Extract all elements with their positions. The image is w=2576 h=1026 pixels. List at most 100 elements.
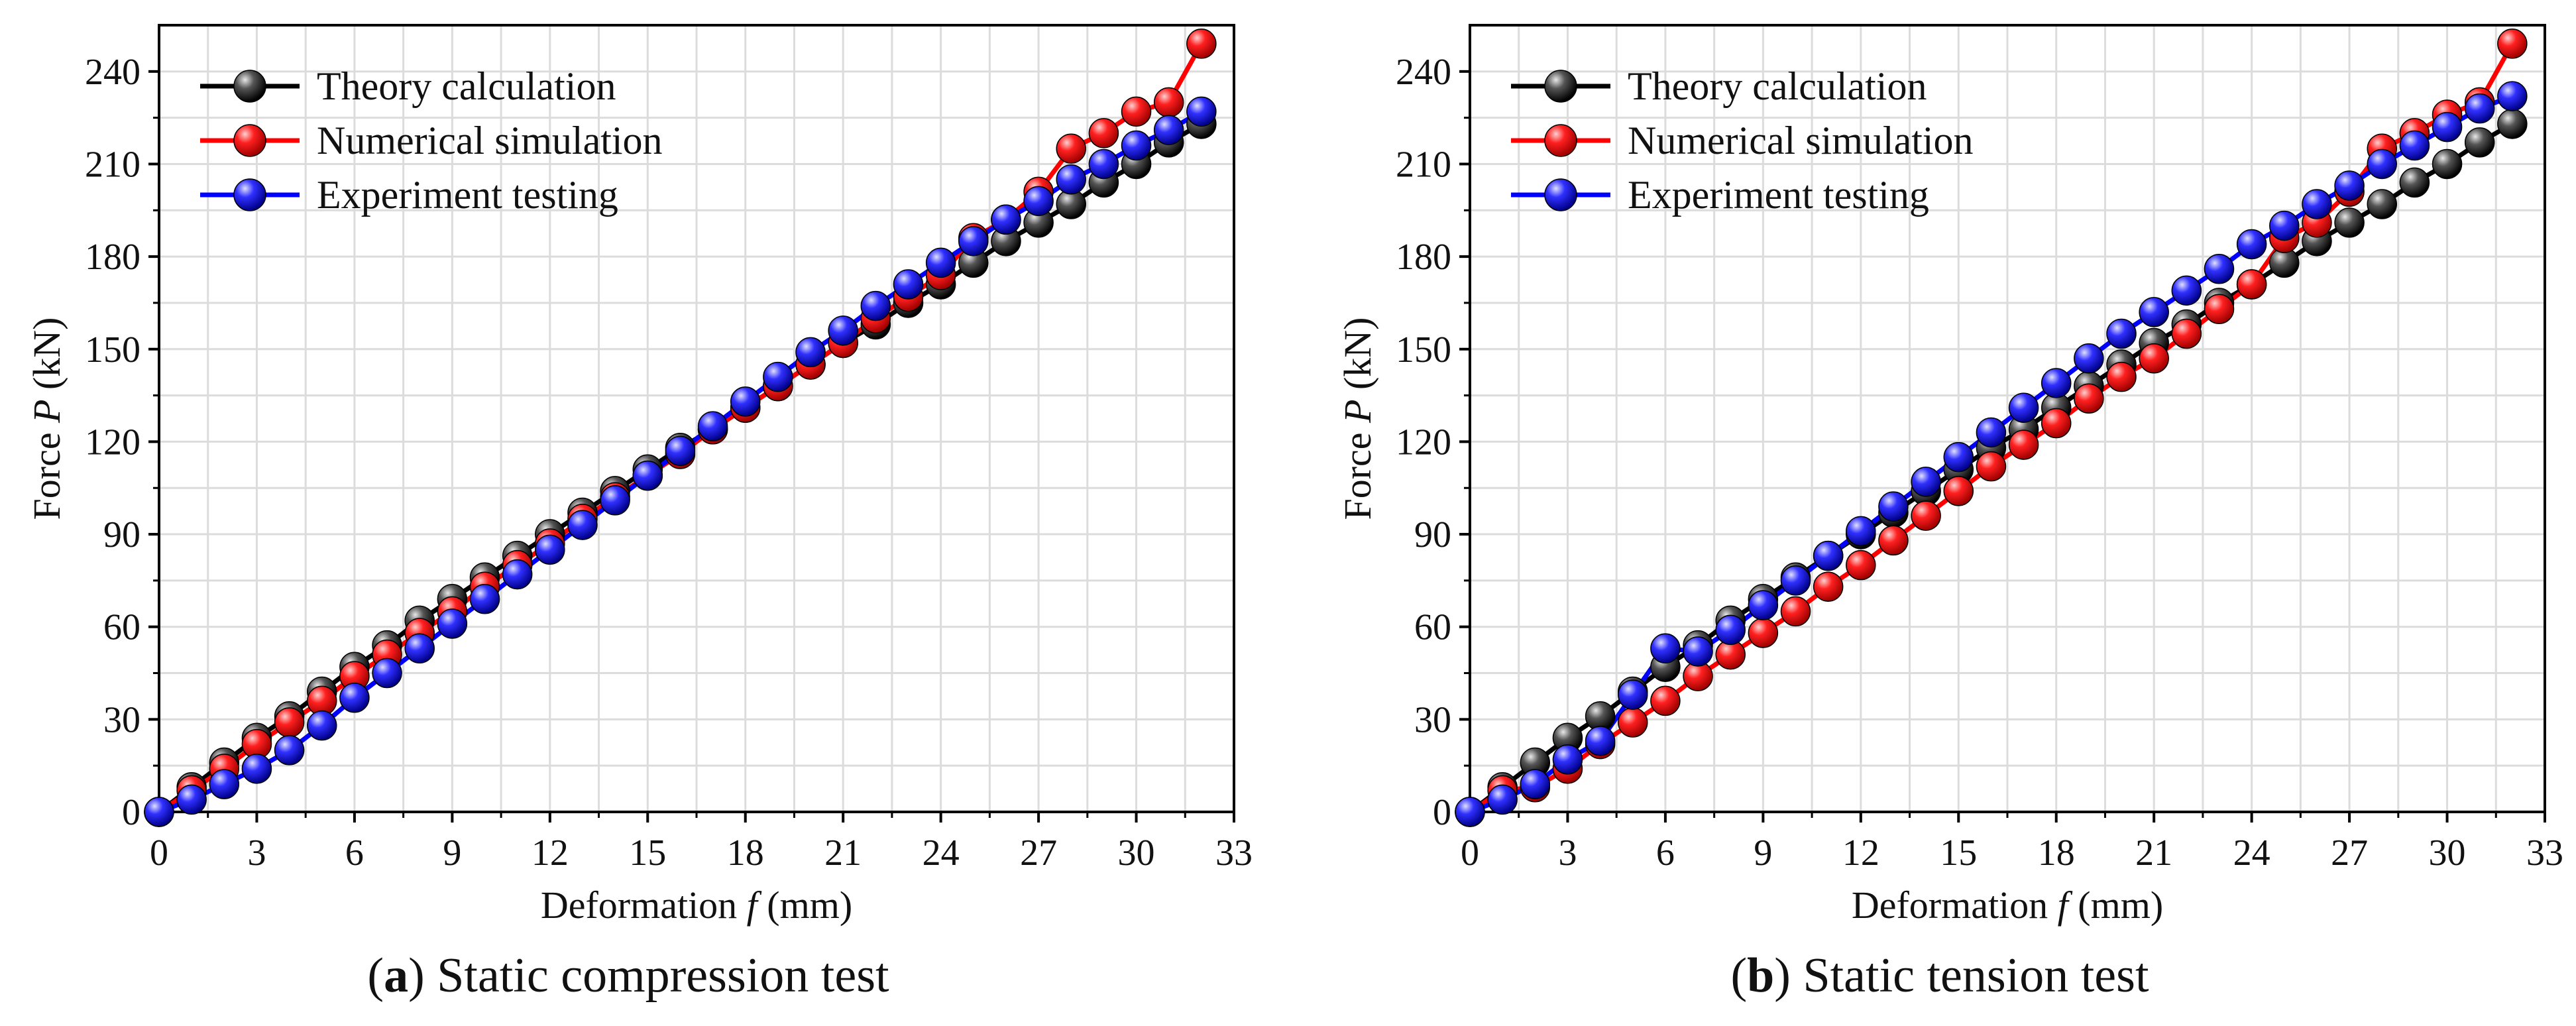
y-tick-label: 30: [1414, 699, 1451, 740]
data-point-series-1: [2171, 318, 2202, 349]
data-point-series-2: [1943, 441, 1974, 473]
data-point-series-1: [1846, 549, 1876, 581]
data-point-series-1: [2008, 429, 2039, 460]
data-point-series-2: [893, 269, 924, 300]
data-point-series-2: [2204, 253, 2235, 284]
data-point-series-2: [209, 769, 240, 799]
y-tick-label: 210: [85, 144, 140, 185]
data-point-series-2: [1088, 148, 1119, 180]
x-axis-label: Deformation f (mm): [541, 883, 852, 927]
y-tick-label: 150: [85, 329, 140, 370]
x-axis-label: Deformation f (mm): [1852, 883, 2163, 927]
x-tick-label: 3: [247, 832, 266, 874]
data-point-series-2: [795, 337, 826, 368]
x-tick-label: 33: [2526, 832, 2563, 874]
data-point-series-2: [665, 435, 696, 467]
data-point-series-2: [2171, 275, 2202, 306]
data-point-series-1: [1088, 118, 1119, 148]
data-point-series-2: [1813, 540, 1844, 571]
y-tick-label: 180: [1396, 237, 1451, 278]
x-tick-label: 27: [1020, 832, 1057, 874]
data-point-series-2: [1748, 590, 1779, 620]
data-point-series-2: [502, 559, 533, 590]
chart-panel-b: 0 3 6 9 12 15 18 21 24 27 30 33 0 30 60 90 120 150 180 210 2…: [1336, 24, 2563, 927]
caption-b-close: ): [1774, 948, 1791, 1003]
data-point-series-2: [2139, 297, 2169, 327]
legend-marker-2: [1544, 178, 1577, 211]
data-point-series-2: [372, 657, 402, 689]
caption-panel-a: (a) Static compression test: [367, 948, 889, 1004]
data-point-series-2: [1186, 96, 1217, 127]
data-point-series-1: [1618, 707, 1648, 738]
y-tick-label: 30: [103, 699, 140, 740]
legend-marker-1: [1544, 124, 1577, 157]
y-axis-label: Force P (kN): [1336, 317, 1379, 520]
data-point-series-1: [1650, 685, 1681, 716]
legend-marker-2: [233, 178, 266, 211]
data-point-series-2: [1487, 784, 1518, 815]
data-point-series-2: [1780, 565, 1811, 596]
y-tick-label: 90: [1414, 514, 1451, 555]
caption-a-open: (: [367, 948, 384, 1003]
data-point-series-2: [1520, 769, 1551, 799]
y-tick-label: 150: [1396, 329, 1451, 370]
data-point-series-2: [1650, 633, 1681, 664]
data-point-series-1: [1056, 133, 1086, 164]
data-point-series-1: [2204, 294, 2235, 325]
caption-a-close: ): [408, 948, 425, 1003]
x-tick-label: 12: [532, 832, 569, 874]
data-point-series-2: [2269, 210, 2300, 241]
legend-label-2: Experiment testing: [1628, 173, 1929, 217]
caption-b-open: (: [1730, 948, 1748, 1003]
data-point-series-2: [632, 460, 663, 491]
caption-panel-b: (b) Static tension test: [1730, 948, 2149, 1004]
data-point-series-2: [469, 584, 500, 614]
data-point-series-1: [1976, 451, 2007, 482]
data-point-series-0: [2367, 189, 2397, 219]
y-tick-label: 120: [1396, 422, 1451, 463]
x-tick-label: 6: [1656, 832, 1675, 874]
x-tick-label: 0: [1461, 832, 1479, 874]
data-point-series-1: [2139, 343, 2169, 374]
data-point-series-1: [2041, 408, 2072, 439]
data-point-series-2: [241, 754, 272, 784]
data-point-series-2: [600, 485, 630, 516]
data-point-series-0: [2432, 148, 2463, 180]
data-point-series-2: [1878, 491, 1909, 522]
data-point-series-2: [2497, 81, 2528, 111]
x-tick-label: 0: [150, 832, 168, 874]
x-tick-label: 18: [727, 832, 764, 874]
y-tick-label: 120: [85, 422, 140, 463]
x-tick-label: 24: [923, 832, 960, 874]
caption-a-text: Static compression test: [424, 948, 889, 1003]
x-tick-label: 6: [345, 832, 364, 874]
data-point-series-1: [1186, 28, 1217, 59]
data-point-series-2: [535, 534, 565, 565]
data-point-series-2: [697, 411, 728, 441]
data-point-series-2: [2432, 111, 2463, 142]
y-axis-label: Force P (kN): [25, 317, 68, 520]
legend-label-1: Numerical simulation: [1628, 119, 1974, 162]
data-point-series-2: [1683, 636, 1713, 667]
y-tick-label: 210: [1396, 144, 1451, 185]
data-point-series-2: [1552, 744, 1583, 775]
data-point-series-1: [274, 707, 305, 738]
data-point-series-2: [567, 510, 598, 540]
data-point-series-2: [1618, 679, 1648, 710]
data-point-series-2: [763, 361, 793, 392]
x-tick-label: 9: [443, 832, 461, 874]
data-point-series-2: [2302, 189, 2332, 219]
y-tick-label: 90: [103, 514, 140, 555]
data-point-series-1: [1748, 618, 1779, 648]
data-point-series-2: [991, 204, 1021, 235]
data-point-series-2: [2074, 343, 2104, 374]
data-point-series-2: [1121, 130, 1152, 161]
x-tick-label: 24: [2233, 832, 2270, 874]
data-point-series-1: [1878, 525, 1909, 556]
data-point-series-2: [1585, 726, 1616, 756]
data-point-series-2: [1715, 614, 1746, 646]
data-point-series-0: [2334, 207, 2365, 238]
caption-a-letter: a: [384, 948, 409, 1003]
data-point-series-2: [2236, 229, 2267, 260]
